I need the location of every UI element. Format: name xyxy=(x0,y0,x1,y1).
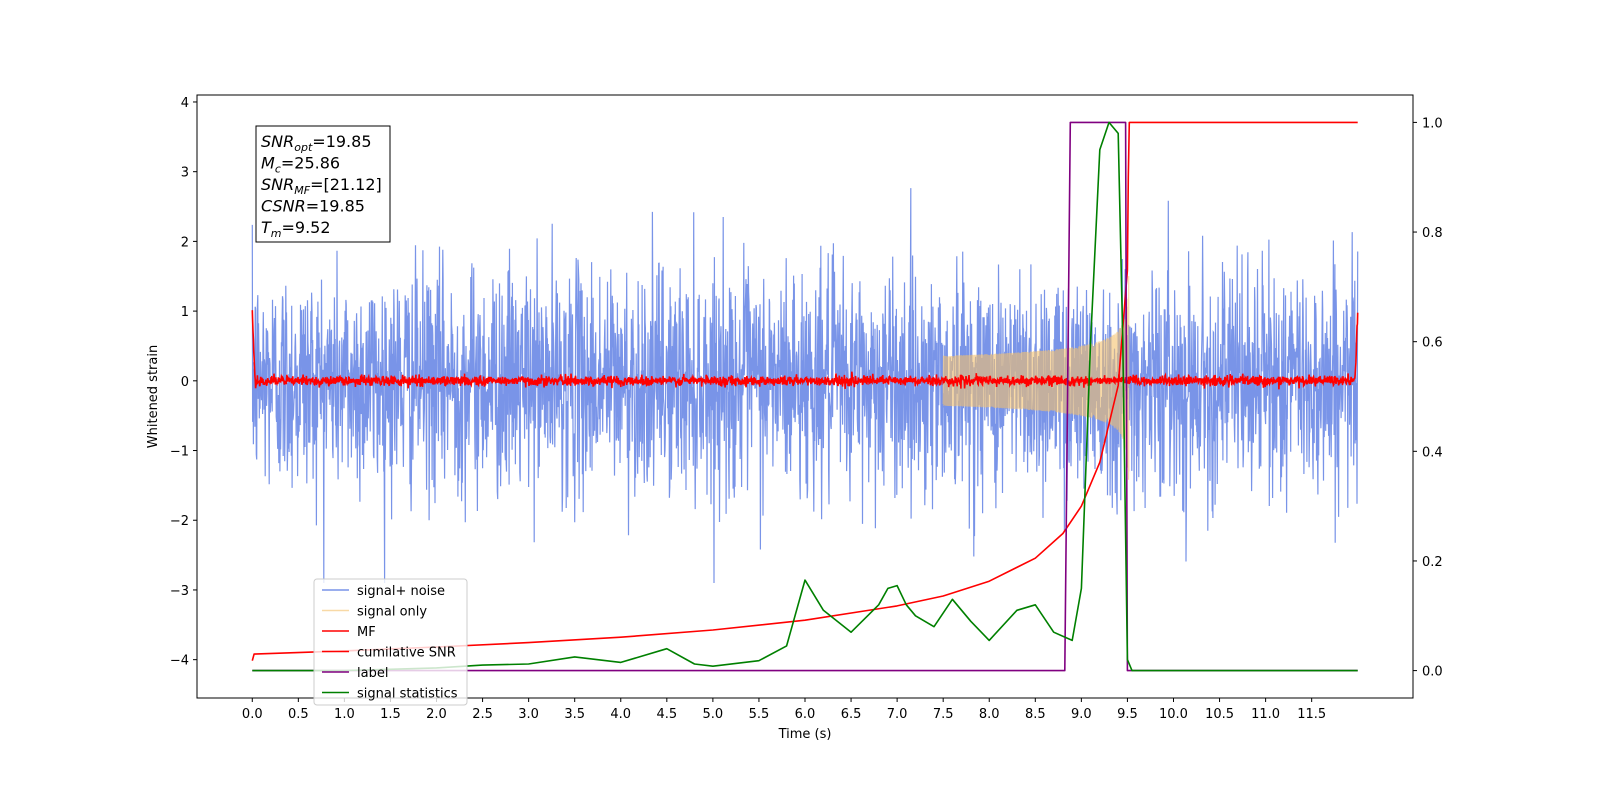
x-tick-label: 11.0 xyxy=(1251,707,1280,722)
x-tick-label: 4.0 xyxy=(610,707,631,722)
x-tick-label: 0.5 xyxy=(288,707,309,722)
annotation-box: SNRopt=19.85Mc=25.86SNRMF=[21.12]CSNR=19… xyxy=(255,125,391,243)
series-signal-statistics xyxy=(252,121,1358,672)
y-right-tick-label: 0.6 xyxy=(1422,336,1443,351)
x-tick-label: 4.5 xyxy=(656,707,677,722)
series-signal-noise xyxy=(251,188,1359,584)
y-tick-label: 0 xyxy=(181,375,189,390)
y-tick-label: 3 xyxy=(181,166,189,181)
y-right-tick-label: 1.0 xyxy=(1422,116,1443,131)
x-tick-label: 8.0 xyxy=(979,707,1000,722)
y-axis-label: Whitened strain xyxy=(146,345,161,448)
legend-label: signal statistics xyxy=(357,687,458,702)
y-tick-label: −4 xyxy=(170,654,189,669)
x-tick-label: 7.5 xyxy=(933,707,954,722)
legend-label: signal+ noise xyxy=(357,584,445,599)
x-tick-label: 2.5 xyxy=(472,707,493,722)
y-right-tick-label: 0.8 xyxy=(1422,226,1443,241)
y-right-tick-label: 0.0 xyxy=(1422,665,1443,680)
y-tick-label: −1 xyxy=(170,445,189,460)
x-tick-label: 6.0 xyxy=(795,707,816,722)
x-tick-label: 1.5 xyxy=(380,707,401,722)
x-tick-label: 1.0 xyxy=(334,707,355,722)
y-tick-label: 2 xyxy=(181,235,189,250)
x-tick-label: 8.5 xyxy=(1025,707,1046,722)
x-tick-label: 5.5 xyxy=(749,707,770,722)
annotation-line: Tm=9.52 xyxy=(261,218,331,240)
x-tick-label: 3.0 xyxy=(518,707,539,722)
y-right-tick-label: 0.2 xyxy=(1422,555,1443,570)
annotation-line: SNRMF=[21.12] xyxy=(261,175,382,197)
x-tick-label: 10.0 xyxy=(1159,707,1188,722)
x-tick-label: 7.0 xyxy=(887,707,908,722)
axes-layer: 0.0 0.5 1.0 1.5 2.0 2.5 3.0 3.5 4.0 4.5 5.0 5.5 6.0 6… xyxy=(170,96,1443,722)
legend-label: label xyxy=(357,666,388,681)
x-tick-label: 10.5 xyxy=(1205,707,1234,722)
x-axis-label: Time (s) xyxy=(778,727,832,742)
y-tick-label: −3 xyxy=(170,584,189,599)
legend: signal+ noise signal only MF cumilative SNR… xyxy=(313,578,468,706)
legend-frame xyxy=(313,578,468,706)
x-tick-label: 9.0 xyxy=(1071,707,1092,722)
legend-label: cumilative SNR xyxy=(357,646,456,661)
y-tick-label: 1 xyxy=(181,305,189,320)
x-tick-label: 9.5 xyxy=(1117,707,1138,722)
y-right-tick-label: 0.4 xyxy=(1422,445,1443,460)
y-tick-label: −2 xyxy=(170,514,189,529)
legend-label: signal only xyxy=(357,605,427,620)
x-tick-label: 3.5 xyxy=(564,707,585,722)
legend-label: MF xyxy=(357,625,376,640)
series-signal-only xyxy=(942,276,1130,480)
annotation-line: CSNR=19.85 xyxy=(261,197,365,216)
x-tick-label: 11.5 xyxy=(1297,707,1326,722)
x-tick-label: 6.5 xyxy=(841,707,862,722)
y-tick-label: 4 xyxy=(181,96,189,111)
x-tick-label: 5.0 xyxy=(703,707,724,722)
x-tick-label: 2.0 xyxy=(426,707,447,722)
x-tick-label: 0.0 xyxy=(242,707,263,722)
series-mf xyxy=(251,310,1359,390)
annotation-line: Mc=25.86 xyxy=(261,154,340,176)
annotation-line: SNRopt=19.85 xyxy=(261,132,372,154)
annotation-frame xyxy=(255,125,391,243)
